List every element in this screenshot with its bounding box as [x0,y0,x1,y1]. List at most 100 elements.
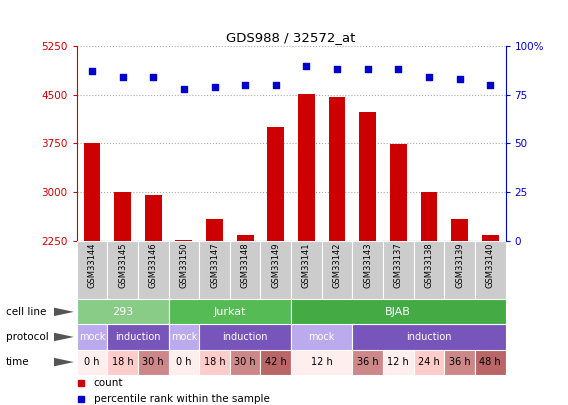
Point [241,82,250,88]
Bar [420,192,437,241]
Text: cell line: cell line [6,307,46,317]
Bar [199,324,291,350]
Point [394,66,403,73]
Point [363,66,372,73]
Bar [444,350,475,375]
Text: 36 h: 36 h [357,357,378,367]
Point [149,74,158,81]
Bar [444,241,475,299]
Point [87,68,97,75]
Text: GSM33145: GSM33145 [118,242,127,288]
Bar [107,350,138,375]
Text: 0 h: 0 h [84,357,100,367]
Polygon shape [54,333,74,341]
Point [118,74,127,81]
Text: GSM33144: GSM33144 [87,242,97,288]
Text: mock: mock [79,332,105,342]
Bar [138,241,169,299]
Bar [475,241,506,299]
Text: BJAB: BJAB [385,307,411,317]
Text: GSM33139: GSM33139 [455,242,464,288]
Title: GDS988 / 32572_at: GDS988 / 32572_at [227,31,356,44]
Bar [169,299,291,324]
Bar [261,241,291,299]
Bar [414,241,444,299]
Text: 293: 293 [112,307,133,317]
Bar [77,299,169,324]
Text: 42 h: 42 h [265,357,287,367]
Bar [169,241,199,299]
Bar [390,144,407,241]
Point [272,82,281,88]
Text: 18 h: 18 h [112,357,133,367]
Bar [352,324,506,350]
Text: induction: induction [223,332,268,342]
Bar [475,350,506,375]
Bar [230,350,261,375]
Bar [199,241,230,299]
Bar [383,241,414,299]
Point [332,66,341,73]
Text: 18 h: 18 h [204,357,225,367]
Bar [451,219,468,241]
Bar [298,94,315,241]
Point [302,62,311,69]
Text: time: time [6,357,30,367]
Polygon shape [54,358,74,366]
Text: GSM33138: GSM33138 [424,242,433,288]
Bar [107,241,138,299]
Bar [77,324,107,350]
Text: 0 h: 0 h [176,357,191,367]
Text: GSM33142: GSM33142 [332,242,341,288]
Bar [359,112,376,241]
Bar [414,350,444,375]
Polygon shape [54,308,74,316]
Bar [176,240,193,241]
Point [179,86,189,92]
Bar [199,350,230,375]
Text: Jurkat: Jurkat [214,307,246,317]
Bar [291,350,352,375]
Bar [77,241,107,299]
Text: percentile rank within the sample: percentile rank within the sample [94,394,270,404]
Text: 30 h: 30 h [143,357,164,367]
Text: GSM33146: GSM33146 [149,242,158,288]
Bar [321,241,352,299]
Bar [352,241,383,299]
Bar [291,324,352,350]
Text: GSM33148: GSM33148 [241,242,250,288]
Bar [329,97,345,241]
Point [455,76,464,83]
Point [424,74,433,81]
Bar [268,127,284,241]
Bar [138,350,169,375]
Text: count: count [94,378,123,388]
Text: induction: induction [115,332,161,342]
Bar [237,235,253,241]
Text: 48 h: 48 h [479,357,501,367]
Text: GSM33149: GSM33149 [272,242,280,288]
Text: 12 h: 12 h [311,357,333,367]
Bar [169,350,199,375]
Text: 36 h: 36 h [449,357,470,367]
Point [486,82,495,88]
Bar [383,350,414,375]
Bar [83,143,101,241]
Text: protocol: protocol [6,332,48,342]
Bar [261,350,291,375]
Text: induction: induction [406,332,452,342]
Text: GSM33140: GSM33140 [486,242,495,288]
Text: mock: mock [171,332,197,342]
Text: GSM33137: GSM33137 [394,242,403,288]
Text: GSM33147: GSM33147 [210,242,219,288]
Bar [206,219,223,241]
Text: 30 h: 30 h [235,357,256,367]
Point [210,84,219,90]
Bar [145,194,162,241]
Text: 24 h: 24 h [418,357,440,367]
Text: GSM33141: GSM33141 [302,242,311,288]
Bar [291,299,506,324]
Bar [352,350,383,375]
Bar [230,241,261,299]
Text: GSM33143: GSM33143 [363,242,372,288]
